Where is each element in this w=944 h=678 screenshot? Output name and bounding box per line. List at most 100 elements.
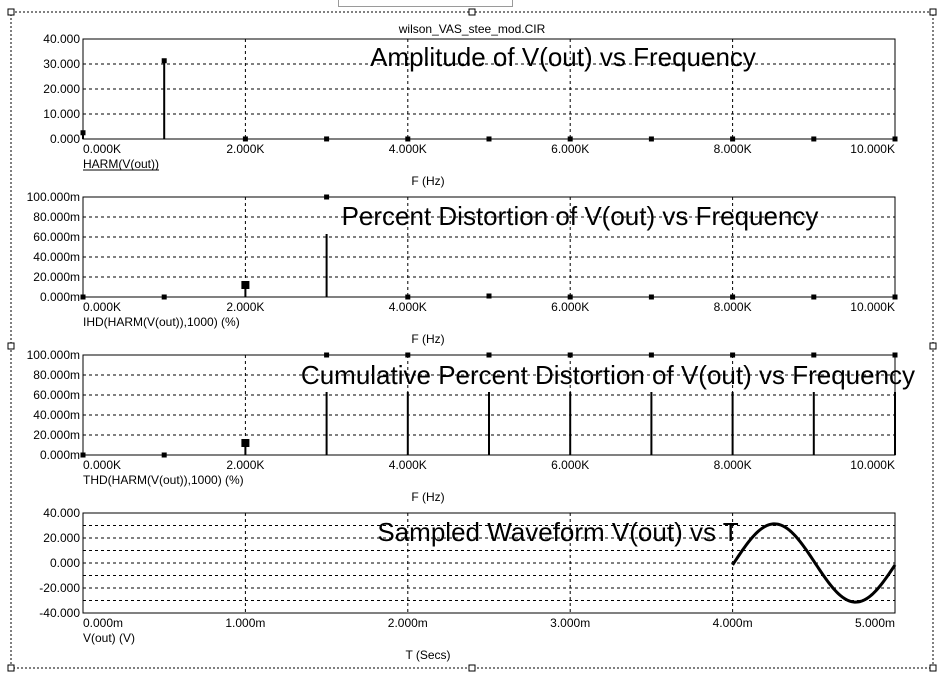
- harmonic-marker: [648, 136, 654, 142]
- resize-handle: [468, 8, 476, 16]
- harmonic-marker: [486, 136, 492, 142]
- x-tick-label: 6.000K: [551, 142, 589, 156]
- chart-title: Percent Distortion of V(out) vs Frequenc…: [342, 201, 819, 231]
- page-title: wilson_VAS_stee_mod.CIR: [398, 22, 546, 36]
- y-tick-label: 80.000m: [33, 210, 80, 224]
- trace-label: THD(HARM(V(out)),1000) (%): [83, 473, 244, 487]
- x-axis-label: F (Hz): [411, 490, 444, 504]
- harmonic-marker: [241, 281, 250, 289]
- x-tick-label: 8.000K: [714, 300, 752, 314]
- y-tick-label: 40.000: [43, 32, 80, 46]
- x-axis-label: T (Secs): [405, 648, 450, 662]
- y-tick-label: 60.000m: [33, 388, 80, 402]
- harmonic-marker: [161, 452, 167, 458]
- harmonic-marker: [567, 294, 573, 300]
- x-axis-label: F (Hz): [411, 332, 444, 346]
- y-tick-label: 20.000m: [33, 270, 80, 284]
- resize-handle: [929, 8, 937, 16]
- chart-panel: 100.000m 80.000m 60.000m 40.000m 20.000m 0.00…: [27, 190, 898, 346]
- harmonic-marker: [324, 136, 330, 142]
- harmonic-marker: [405, 352, 411, 358]
- harmonic-marker: [324, 352, 330, 358]
- waveform-line: [731, 522, 897, 604]
- harmonic-marker: [811, 294, 817, 300]
- y-tick-label: -20.000: [39, 581, 80, 595]
- harmonic-marker: [730, 294, 736, 300]
- y-tick-label: -40.000: [39, 606, 80, 620]
- x-tick-label: 8.000K: [714, 142, 752, 156]
- resize-handle: [929, 664, 937, 672]
- harmonic-marker: [80, 130, 86, 136]
- resize-handle: [7, 664, 15, 672]
- x-tick-label: 4.000K: [389, 142, 427, 156]
- harmonic-marker: [567, 352, 573, 358]
- harmonic-marker: [648, 352, 654, 358]
- y-tick-label: 10.000: [43, 107, 80, 121]
- x-tick-label: 3.000m: [550, 616, 590, 630]
- harmonic-marker: [648, 294, 654, 300]
- harmonic-marker: [80, 294, 86, 300]
- x-tick-label: 5.000m: [855, 616, 895, 630]
- y-tick-label: 30.000: [43, 57, 80, 71]
- harmonic-marker: [486, 293, 492, 299]
- x-tick-label: 10.000K: [850, 300, 895, 314]
- y-tick-label: 40.000: [43, 506, 80, 520]
- chart-title: Cumulative Percent Distortion of V(out) …: [301, 360, 915, 390]
- selection-frame: [10, 11, 934, 669]
- harmonic-marker: [405, 294, 411, 300]
- y-tick-label: 80.000m: [33, 368, 80, 382]
- trace-label: HARM(V(out)): [83, 157, 159, 171]
- x-axis-label: F (Hz): [411, 174, 444, 188]
- harmonic-marker: [161, 58, 167, 64]
- harmonic-marker: [892, 352, 898, 358]
- y-tick-label: 40.000m: [33, 408, 80, 422]
- y-tick-label: 0.000m: [40, 448, 80, 462]
- harmonic-marker: [80, 452, 86, 458]
- resize-handle: [7, 8, 15, 16]
- chart-title: Amplitude of V(out) vs Frequency: [370, 42, 756, 72]
- harmonic-marker: [242, 136, 248, 142]
- harmonic-marker: [161, 294, 167, 300]
- x-tick-label: 4.000K: [389, 300, 427, 314]
- y-tick-label: 60.000m: [33, 230, 80, 244]
- x-tick-label: 6.000K: [551, 458, 589, 472]
- harmonic-marker: [892, 136, 898, 142]
- harmonic-marker: [324, 194, 330, 200]
- y-tick-label: 20.000m: [33, 428, 80, 442]
- y-tick-label: 20.000: [43, 82, 80, 96]
- resize-handle: [929, 342, 937, 350]
- y-tick-label: 20.000: [43, 531, 80, 545]
- harmonic-marker: [405, 136, 411, 142]
- harmonic-marker: [811, 352, 817, 358]
- harmonic-marker: [892, 294, 898, 300]
- x-tick-label: 2.000K: [226, 300, 264, 314]
- resize-handle: [7, 342, 15, 350]
- y-tick-label: 0.000m: [40, 290, 80, 304]
- chart-panel: 100.000m 80.000m 60.000m 40.000m 20.000m 0.00…: [27, 348, 915, 504]
- x-tick-label: 10.000K: [850, 458, 895, 472]
- trace-label: V(out) (V): [83, 631, 135, 645]
- x-tick-label: 4.000K: [389, 458, 427, 472]
- x-tick-label: 0.000K: [83, 300, 121, 314]
- harmonic-marker: [241, 439, 250, 447]
- x-tick-label: 0.000K: [83, 142, 121, 156]
- x-tick-label: 8.000K: [714, 458, 752, 472]
- x-tick-label: 2.000K: [226, 142, 264, 156]
- x-tick-label: 2.000m: [388, 616, 428, 630]
- x-tick-label: 1.000m: [225, 616, 265, 630]
- x-tick-label: 0.000m: [83, 616, 123, 630]
- y-tick-label: 0.000: [50, 556, 80, 570]
- y-tick-label: 100.000m: [27, 190, 80, 204]
- y-tick-label: 0.000: [50, 132, 80, 146]
- y-tick-label: 40.000m: [33, 250, 80, 264]
- x-tick-label: 0.000K: [83, 458, 121, 472]
- x-tick-label: 10.000K: [850, 142, 895, 156]
- harmonic-marker: [567, 136, 573, 142]
- toolbar-input-field[interactable]: [338, 0, 513, 7]
- harmonic-marker: [730, 352, 736, 358]
- resize-handle: [468, 664, 476, 672]
- trace-label: IHD(HARM(V(out)),1000) (%): [83, 315, 240, 329]
